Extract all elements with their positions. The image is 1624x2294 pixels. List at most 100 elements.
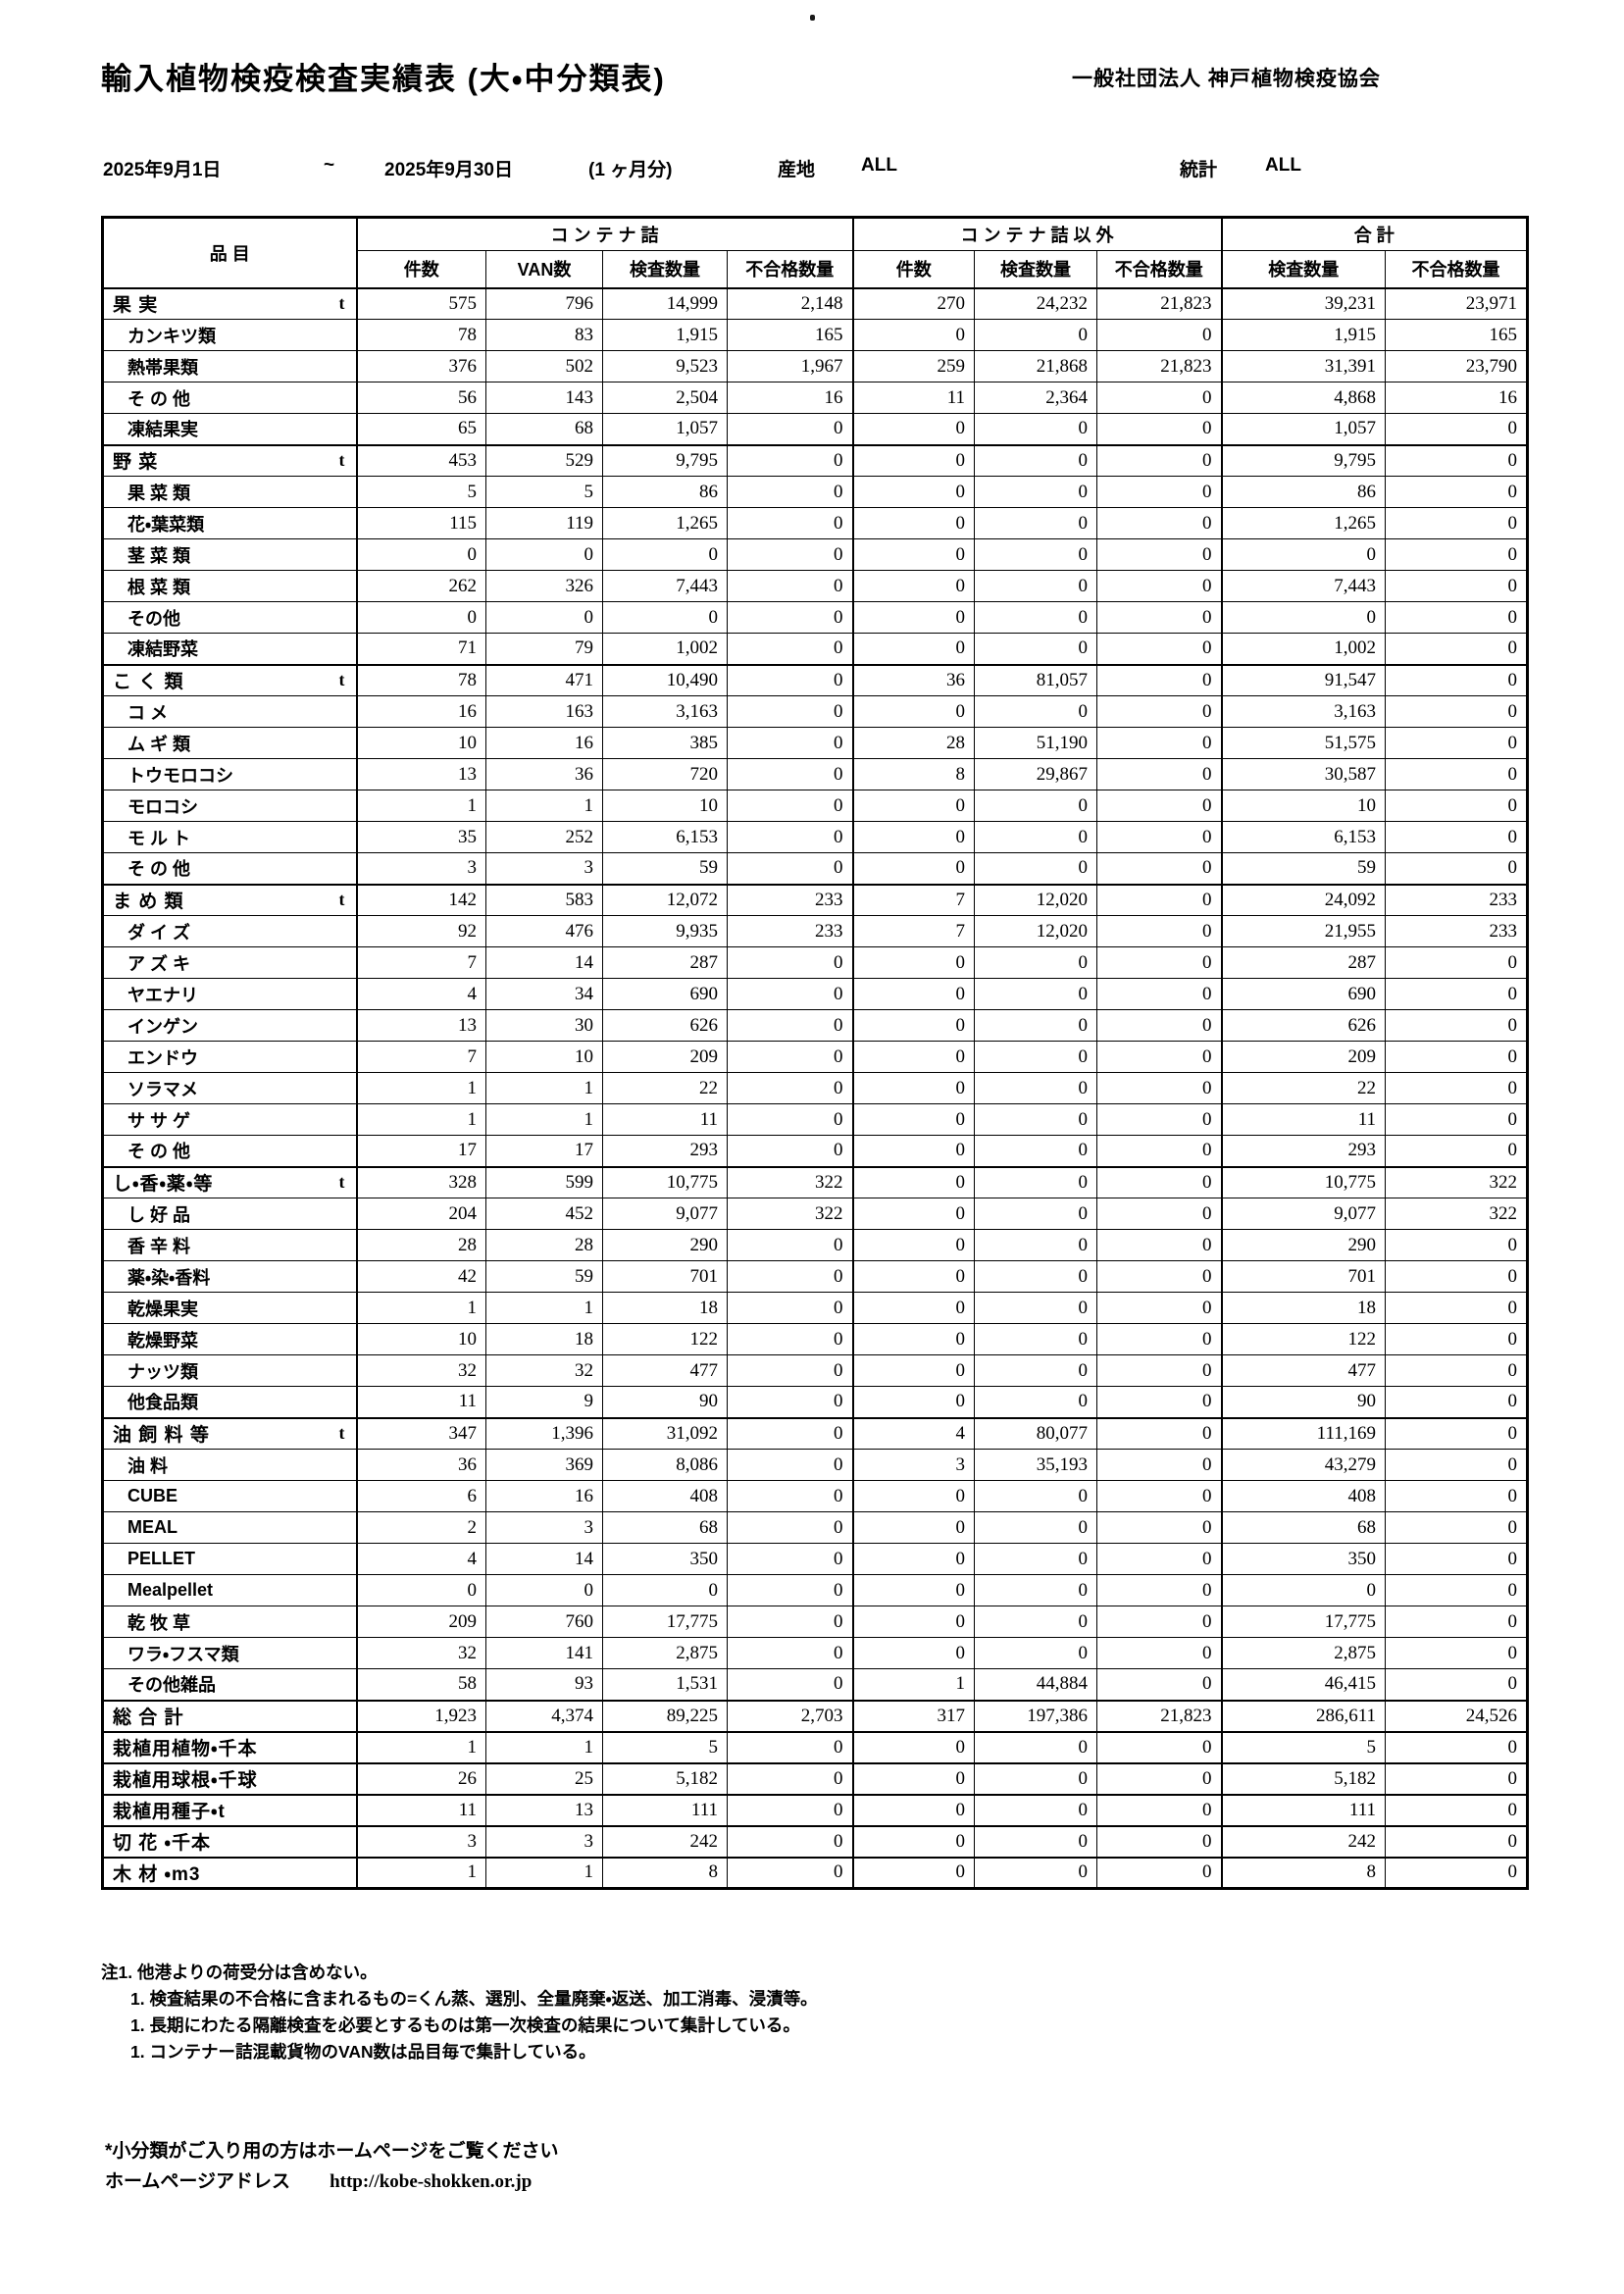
value-cell: 0 bbox=[1385, 1543, 1528, 1575]
item-cell: 栽植用植物・千本 bbox=[102, 1730, 357, 1763]
value-cell: 122 bbox=[602, 1323, 728, 1355]
value-cell: 0 bbox=[1220, 1574, 1386, 1606]
value-cell: 0 bbox=[355, 538, 486, 571]
value-cell: 10,775 bbox=[1220, 1165, 1386, 1198]
value-cell: 0 bbox=[726, 1511, 853, 1544]
value-cell: 0 bbox=[851, 1793, 975, 1826]
value-cell: 0 bbox=[1096, 852, 1222, 885]
value-cell: 209 bbox=[355, 1606, 486, 1638]
value-cell: 0 bbox=[974, 538, 1097, 571]
value-cell: 165 bbox=[726, 319, 853, 351]
item-label: ダ イ ズ bbox=[127, 922, 191, 943]
table-row: ア ズ キ 7 14 287 0 0 0 0 287 0 bbox=[102, 946, 1528, 979]
value-cell: 1,265 bbox=[602, 507, 728, 539]
value-cell: 30,587 bbox=[1220, 758, 1386, 790]
value-cell: 408 bbox=[602, 1480, 728, 1512]
value-cell: 0 bbox=[1096, 1449, 1222, 1481]
value-cell: 0 bbox=[1385, 1574, 1528, 1606]
value-cell: 163 bbox=[485, 695, 603, 728]
value-cell: 0 bbox=[851, 1511, 975, 1544]
value-cell: 0 bbox=[1096, 1103, 1222, 1136]
group-header-non-container: コ ン テ ナ 詰 以 外 bbox=[851, 217, 1222, 251]
stats-label: 統計 bbox=[1180, 160, 1218, 180]
value-cell: 0 bbox=[851, 413, 975, 445]
value-cell: 690 bbox=[1220, 978, 1386, 1010]
value-cell: 0 bbox=[1096, 1761, 1222, 1795]
value-cell: 16 bbox=[355, 695, 486, 728]
value-cell: 18 bbox=[602, 1292, 728, 1324]
value-cell: 111 bbox=[602, 1793, 728, 1826]
value-cell: 21,823 bbox=[1096, 286, 1222, 320]
value-cell: 0 bbox=[851, 1730, 975, 1763]
value-cell: 0 bbox=[1096, 1354, 1222, 1387]
value-cell: 477 bbox=[602, 1354, 728, 1387]
value-cell: 0 bbox=[485, 538, 603, 571]
item-label: 木 材 ・m3 bbox=[113, 1863, 201, 1885]
value-cell: 0 bbox=[851, 821, 975, 853]
value-cell: 42 bbox=[355, 1260, 486, 1293]
item-cell: 総 合 計 bbox=[102, 1699, 357, 1732]
item-label: 茎 菜 類 bbox=[127, 545, 191, 566]
item-cell: ヤエナリ bbox=[102, 978, 357, 1010]
value-cell: 0 bbox=[974, 1260, 1097, 1293]
value-cell: 0 bbox=[726, 1135, 853, 1167]
value-cell: 8 bbox=[602, 1856, 728, 1889]
item-label: ヤエナリ bbox=[127, 985, 198, 1005]
value-cell: 0 bbox=[726, 821, 853, 853]
value-cell: 0 bbox=[1096, 443, 1222, 477]
value-cell: 0 bbox=[1385, 1480, 1528, 1512]
footnote-line: 1. 長期にわたる隔離検査を必要とするものは第一次検査の結果について集計している… bbox=[130, 2015, 800, 2035]
value-cell: 0 bbox=[1385, 476, 1528, 508]
value-cell: 17 bbox=[485, 1135, 603, 1167]
value-cell: 0 bbox=[851, 695, 975, 728]
value-cell: 1 bbox=[485, 1730, 603, 1763]
value-cell: 0 bbox=[1096, 1574, 1222, 1606]
value-cell: 0 bbox=[1096, 1135, 1222, 1167]
table-row: 木 材 ・m3 1 1 8 0 0 0 0 8 0 bbox=[102, 1856, 1528, 1889]
value-cell: 7 bbox=[355, 1041, 486, 1073]
value-cell: 21,868 bbox=[974, 350, 1097, 382]
value-cell: 0 bbox=[851, 1260, 975, 1293]
item-cell: CUBE bbox=[102, 1480, 357, 1512]
value-cell: 5 bbox=[602, 1730, 728, 1763]
value-cell: 24,526 bbox=[1385, 1699, 1528, 1732]
value-cell: 71 bbox=[355, 633, 486, 665]
value-cell: 1,967 bbox=[726, 350, 853, 382]
value-cell: 0 bbox=[974, 1041, 1097, 1073]
value-cell: 25 bbox=[485, 1761, 603, 1795]
value-cell: 80,077 bbox=[974, 1416, 1097, 1450]
item-cell: その他 bbox=[102, 601, 357, 634]
item-label: 花・葉菜類 bbox=[127, 514, 205, 535]
value-cell: 0 bbox=[726, 507, 853, 539]
column-header-cases-2: 件数 bbox=[851, 250, 975, 289]
item-label: 果 菜 類 bbox=[127, 483, 191, 503]
value-cell: 28 bbox=[851, 727, 975, 759]
table-row: 薬・染・香料 42 59 701 0 0 0 0 701 0 bbox=[102, 1260, 1528, 1293]
value-cell: 0 bbox=[1385, 413, 1528, 445]
value-cell: 369 bbox=[485, 1449, 603, 1481]
value-cell: 142 bbox=[355, 883, 486, 916]
item-cell: そ の 他 bbox=[102, 1135, 357, 1167]
value-cell: 350 bbox=[602, 1543, 728, 1575]
item-label: ア ズ キ bbox=[127, 953, 191, 974]
item-cell: その他雑品 bbox=[102, 1668, 357, 1701]
value-cell: 1,057 bbox=[602, 413, 728, 445]
value-cell: 322 bbox=[1385, 1198, 1528, 1230]
value-cell: 0 bbox=[1385, 1009, 1528, 1042]
value-cell: 0 bbox=[974, 852, 1097, 885]
value-cell: 0 bbox=[1096, 1165, 1222, 1198]
item-cell: 乾燥果実 bbox=[102, 1292, 357, 1324]
value-cell: 796 bbox=[485, 286, 603, 320]
value-cell: 0 bbox=[1096, 1824, 1222, 1858]
value-cell: 0 bbox=[726, 1793, 853, 1826]
column-header-failed-qty-total: 不合格数量 bbox=[1385, 250, 1528, 289]
scan-artifact-dot bbox=[810, 15, 815, 21]
value-cell: 0 bbox=[974, 1511, 1097, 1544]
date-from: 2025年9月1日 bbox=[103, 160, 222, 180]
value-cell: 1,915 bbox=[1220, 319, 1386, 351]
value-cell: 32 bbox=[355, 1637, 486, 1669]
value-cell: 0 bbox=[851, 1072, 975, 1104]
value-cell: 0 bbox=[974, 319, 1097, 351]
value-cell: 11 bbox=[355, 1793, 486, 1826]
